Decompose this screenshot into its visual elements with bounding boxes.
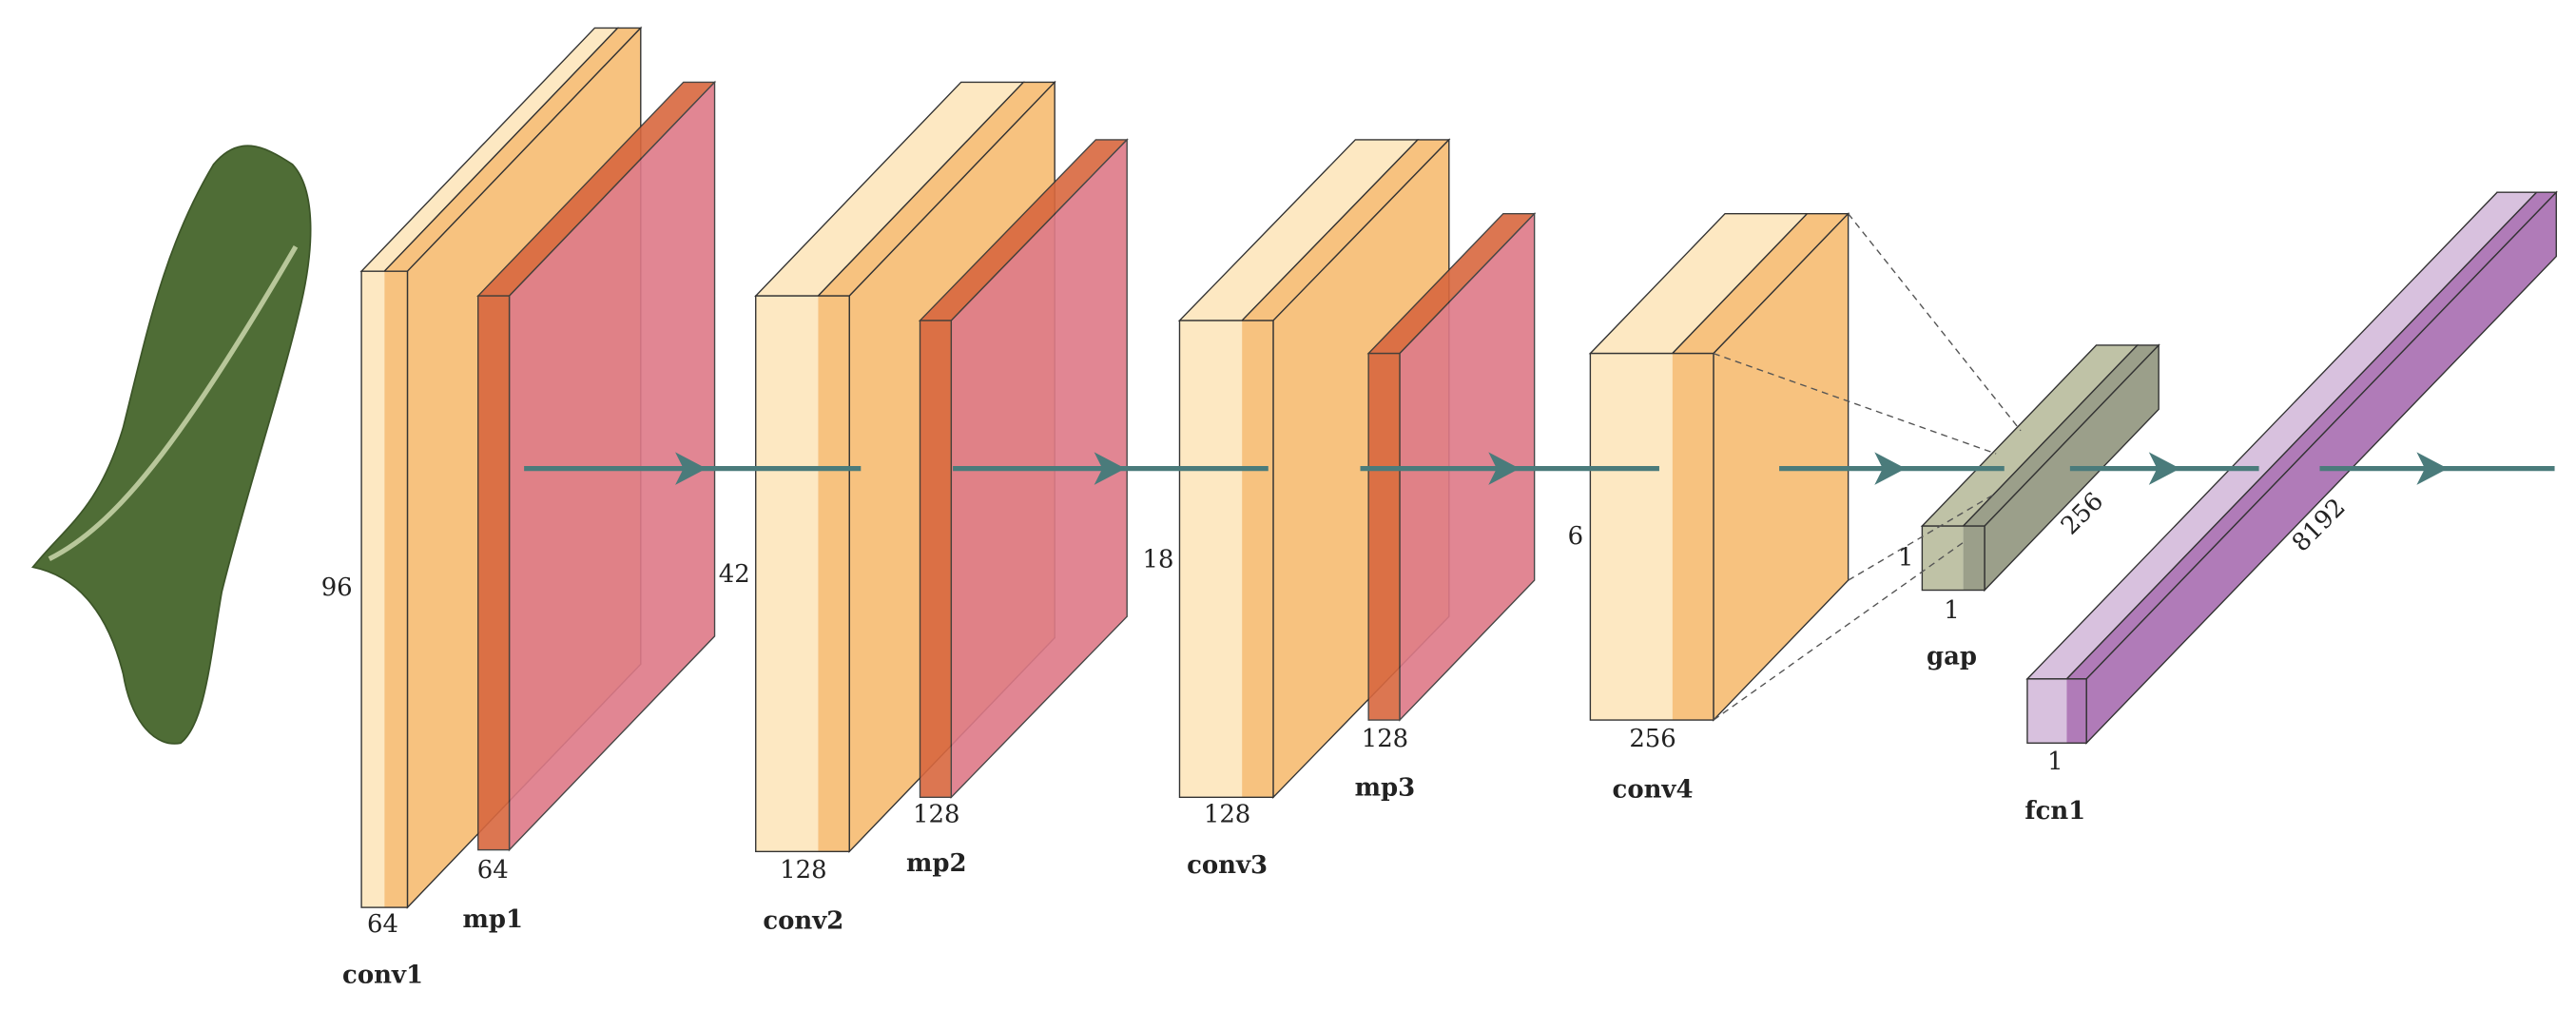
width-label: 128 <box>780 856 826 885</box>
box-front <box>1242 321 1273 798</box>
width-label: 64 <box>367 910 398 939</box>
leaf-image <box>30 145 312 745</box>
layer-name: mp2 <box>906 849 967 878</box>
box-front <box>1179 321 1243 798</box>
arrow-head <box>1874 452 1907 485</box>
layer-name: conv2 <box>763 907 843 936</box>
layer-name: fcn1 <box>2024 797 2085 826</box>
box-front-outline <box>1589 352 1714 721</box>
width-label: 128 <box>1204 800 1250 828</box>
arrow-head <box>2416 452 2449 485</box>
height-label: 18 <box>1143 545 1174 574</box>
box-front <box>2066 678 2087 744</box>
width-label: 64 <box>477 856 509 885</box>
projection-lines <box>1713 213 2022 721</box>
box-front <box>1963 526 1985 591</box>
layer-name: mp3 <box>1355 774 1416 803</box>
box-front-outline <box>2026 678 2087 744</box>
box-front-outline <box>1367 352 1401 721</box>
box-front <box>1368 353 1400 721</box>
box-front <box>361 271 385 908</box>
box-front-outline <box>1921 525 1985 592</box>
box-front <box>1922 526 1964 591</box>
layer-name: gap <box>1927 642 1977 671</box>
box-front-outline <box>755 295 850 853</box>
layer-name: mp1 <box>463 905 524 934</box>
leaf-midrib <box>48 244 299 561</box>
height-label: 96 <box>321 574 353 602</box>
box-front-outline <box>1178 320 1274 798</box>
width-label: 1 <box>1944 596 1959 625</box>
height-label: 6 <box>1568 522 1583 551</box>
layer-boxes <box>359 26 2558 909</box>
width-label: 128 <box>1362 725 1408 753</box>
dashed-line <box>1848 492 1997 581</box>
box-top <box>2064 191 2558 680</box>
box-front-outline <box>360 270 409 908</box>
box-front-outline <box>919 320 953 798</box>
dashed-line <box>1713 352 1997 455</box>
arrow-head <box>1094 452 1126 485</box>
height-label: 1 <box>1898 544 1913 573</box>
box-front <box>477 296 510 850</box>
layer-name: conv4 <box>1613 775 1694 804</box>
box-front <box>1672 353 1714 721</box>
dashed-line <box>1713 541 1964 721</box>
height-label: 42 <box>719 560 750 589</box>
box-front <box>1590 353 1673 721</box>
layer-box <box>1920 343 2160 593</box>
flow-arrows <box>524 452 2555 485</box>
width-label: 256 <box>1629 725 1675 753</box>
box-front <box>2026 678 2067 744</box>
width-label: 1 <box>2047 748 2063 776</box>
box-front <box>920 321 952 798</box>
layer-name: conv3 <box>1187 851 1268 880</box>
box-front <box>818 296 850 852</box>
box-front <box>755 296 819 852</box>
layer-name: conv1 <box>342 962 423 990</box>
width-label: 128 <box>913 800 959 828</box>
box-front-outline <box>477 295 511 851</box>
arrow-head <box>675 452 707 485</box>
box-front <box>384 271 408 908</box>
labels: 96 64 conv1 64 mp1 42 128 conv2 128 mp2 … <box>321 487 2352 990</box>
dashed-line <box>1848 213 2022 432</box>
arrow-head <box>2148 452 2180 485</box>
arrow-head <box>1488 452 1520 485</box>
